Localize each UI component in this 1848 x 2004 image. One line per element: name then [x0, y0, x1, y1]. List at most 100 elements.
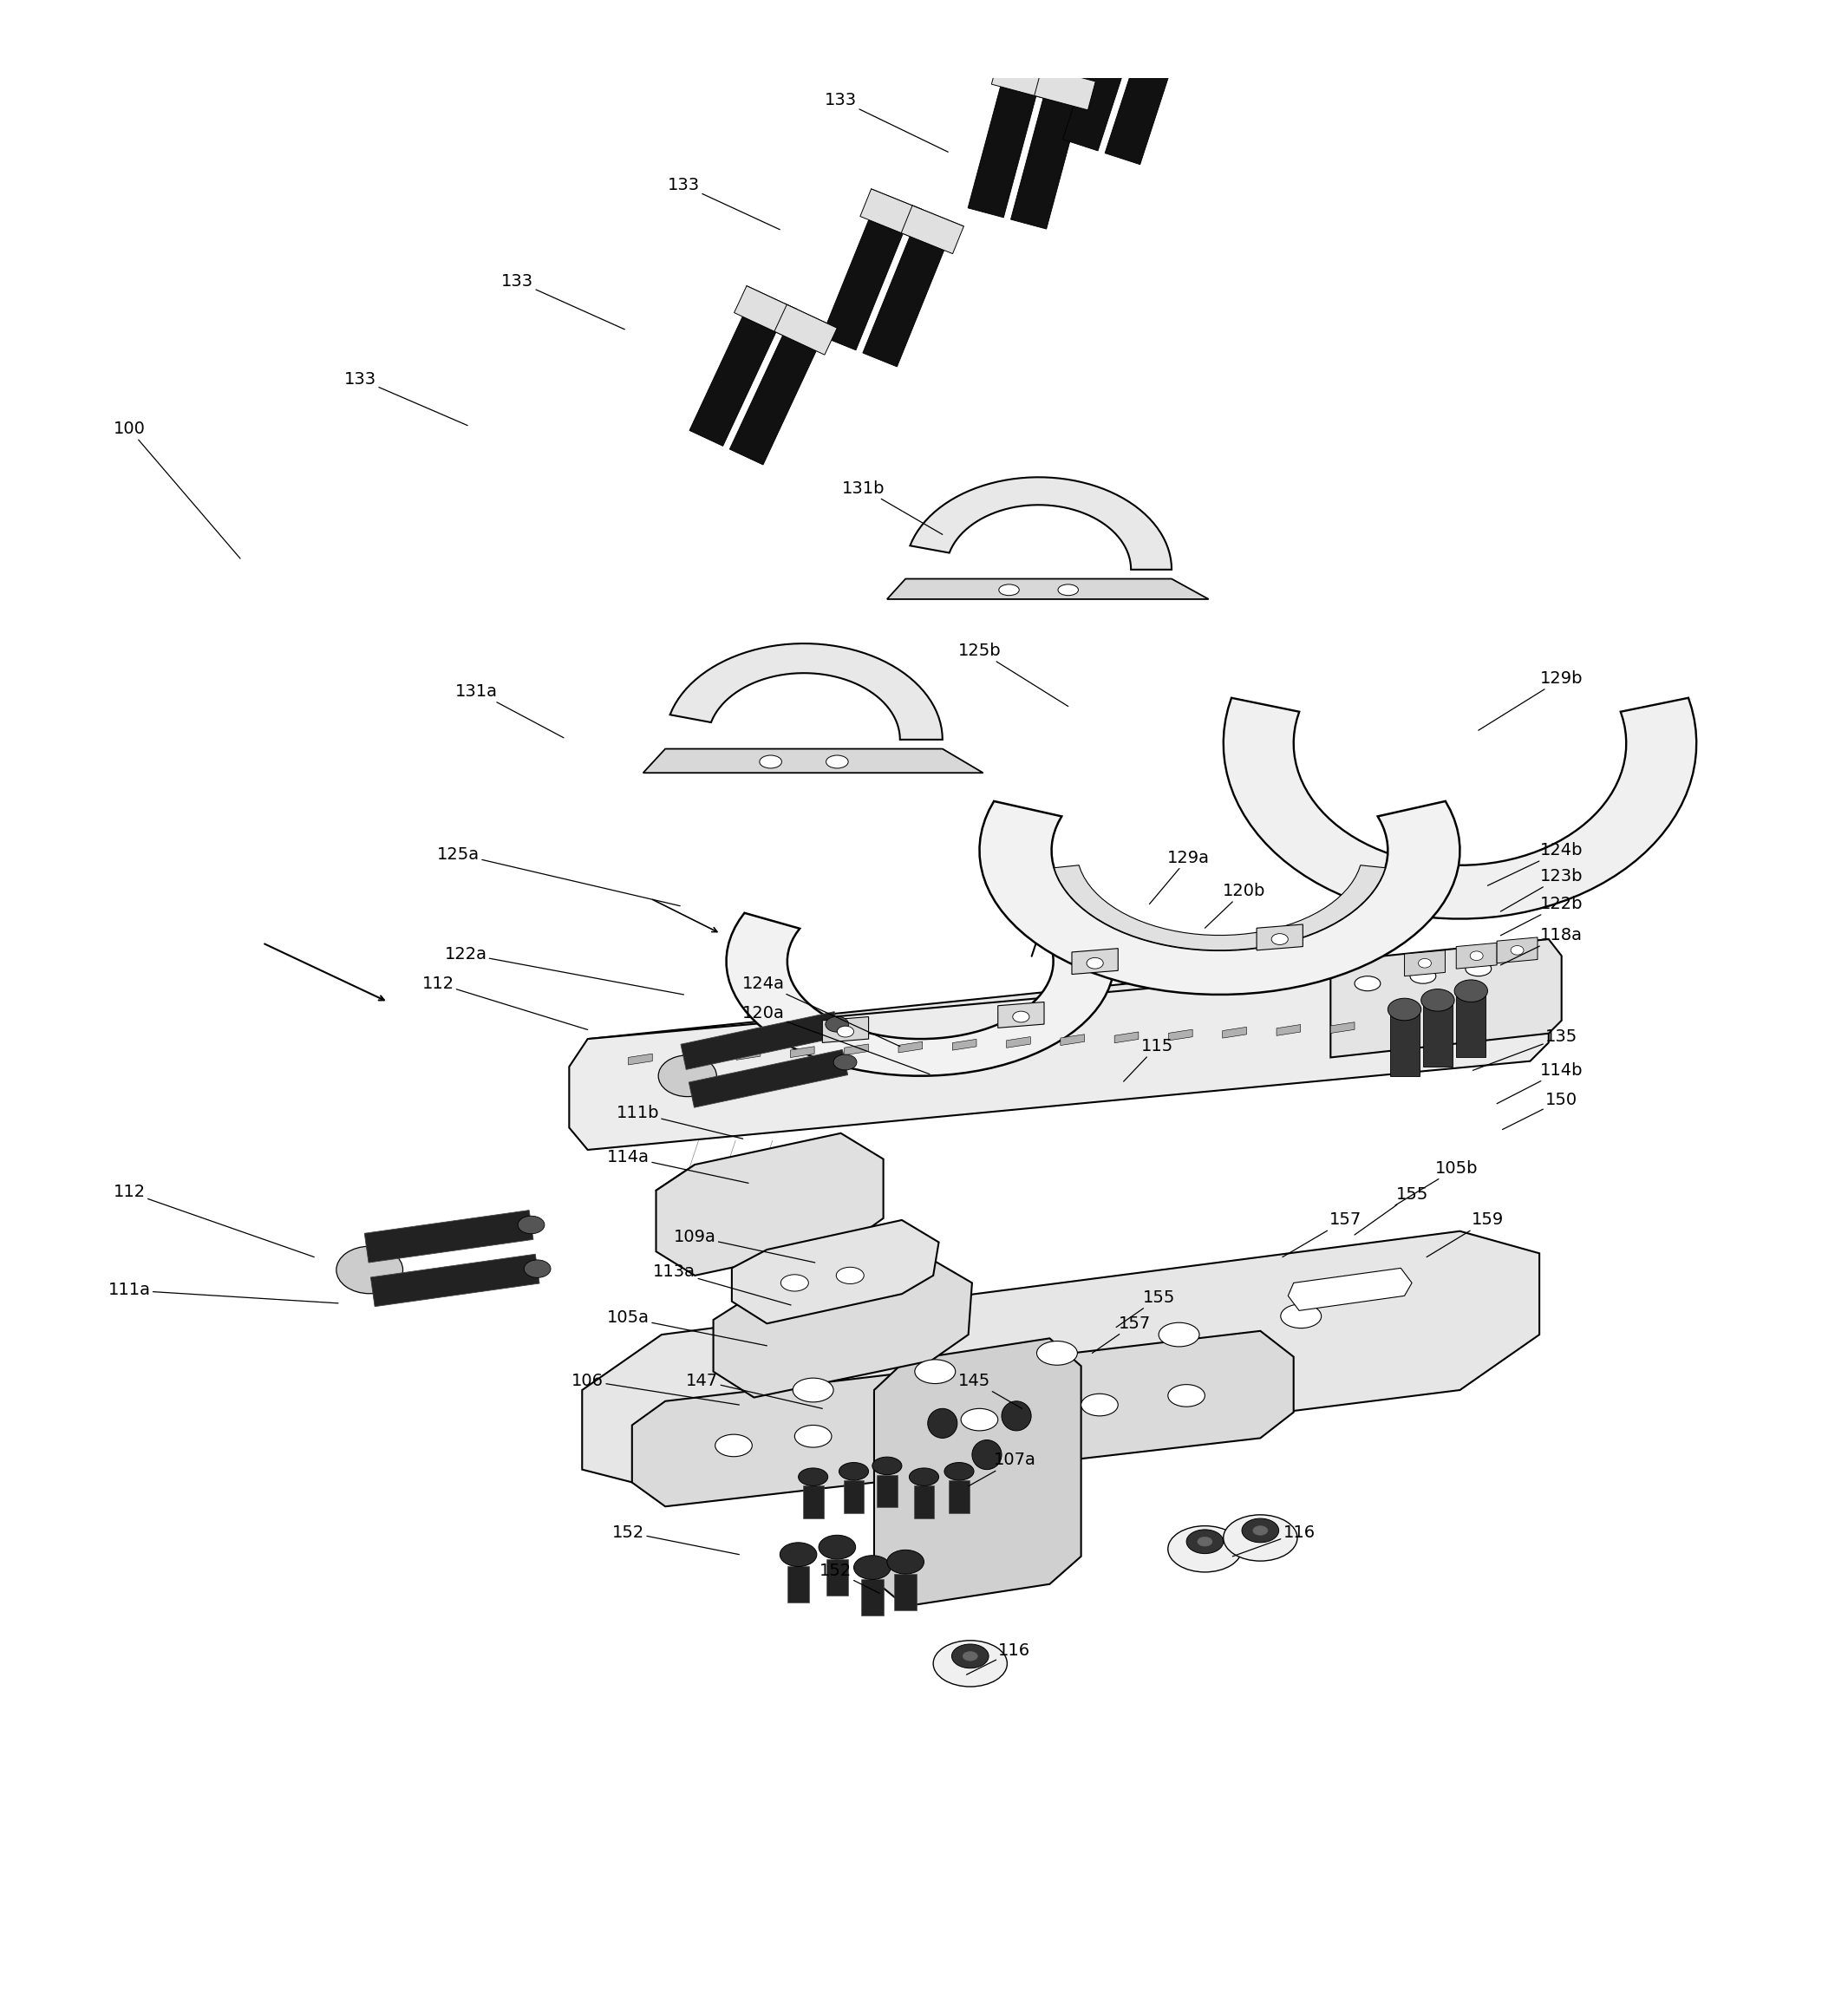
Ellipse shape	[1253, 1525, 1268, 1535]
Text: 129a: 129a	[1149, 850, 1209, 904]
Text: 114b: 114b	[1497, 1062, 1584, 1104]
Text: 129b: 129b	[1478, 671, 1584, 729]
Ellipse shape	[525, 1261, 551, 1279]
Polygon shape	[913, 1485, 935, 1519]
Polygon shape	[1223, 697, 1696, 918]
Polygon shape	[1497, 938, 1538, 964]
Ellipse shape	[793, 1379, 833, 1403]
Text: 122b: 122b	[1501, 896, 1584, 936]
Ellipse shape	[795, 1425, 832, 1447]
Ellipse shape	[1198, 1537, 1212, 1547]
Polygon shape	[822, 220, 904, 351]
Text: 116: 116	[1233, 1525, 1316, 1557]
Polygon shape	[732, 1220, 939, 1323]
Polygon shape	[894, 1573, 917, 1609]
Polygon shape	[1390, 1014, 1419, 1076]
Text: 100: 100	[113, 421, 240, 559]
Ellipse shape	[1355, 976, 1380, 990]
Text: 135: 135	[1473, 1028, 1578, 1070]
Ellipse shape	[837, 1026, 854, 1038]
Polygon shape	[1072, 948, 1118, 974]
Polygon shape	[680, 1012, 839, 1070]
Text: 145: 145	[957, 1373, 1022, 1409]
Ellipse shape	[1002, 1401, 1031, 1431]
Ellipse shape	[833, 1054, 857, 1070]
Polygon shape	[909, 477, 1172, 569]
Polygon shape	[802, 1485, 824, 1519]
Text: 124b: 124b	[1488, 842, 1584, 886]
Ellipse shape	[963, 1651, 978, 1661]
Polygon shape	[682, 1052, 706, 1062]
Text: 113a: 113a	[654, 1265, 791, 1305]
Polygon shape	[952, 1040, 976, 1050]
Polygon shape	[671, 643, 942, 739]
Text: 120b: 120b	[1205, 884, 1266, 928]
Ellipse shape	[944, 1463, 974, 1481]
Ellipse shape	[1465, 962, 1491, 976]
Polygon shape	[1135, 2, 1198, 48]
Polygon shape	[774, 305, 837, 355]
Polygon shape	[874, 1339, 1081, 1607]
Polygon shape	[859, 188, 922, 236]
Polygon shape	[364, 1210, 534, 1263]
Ellipse shape	[1454, 980, 1488, 1002]
Polygon shape	[822, 1016, 869, 1042]
Text: 133: 133	[344, 371, 468, 425]
Polygon shape	[1257, 924, 1303, 950]
Polygon shape	[1007, 1036, 1031, 1048]
Text: 159: 159	[1427, 1212, 1504, 1257]
Ellipse shape	[1471, 952, 1482, 960]
Text: 114a: 114a	[608, 1148, 748, 1182]
Ellipse shape	[972, 1441, 1002, 1469]
Ellipse shape	[1081, 1393, 1118, 1417]
Polygon shape	[1092, 0, 1155, 34]
Ellipse shape	[798, 1469, 828, 1485]
Ellipse shape	[1223, 1515, 1297, 1561]
Text: 111a: 111a	[109, 1283, 338, 1303]
Text: 133: 133	[824, 92, 948, 152]
Polygon shape	[726, 914, 1114, 1076]
Ellipse shape	[1087, 958, 1103, 968]
Text: 133: 133	[667, 176, 780, 230]
Text: 155: 155	[1355, 1186, 1429, 1234]
Text: 112: 112	[421, 976, 588, 1030]
Polygon shape	[713, 1257, 972, 1397]
Ellipse shape	[1159, 1323, 1199, 1347]
Polygon shape	[371, 1255, 540, 1307]
Ellipse shape	[819, 1535, 856, 1559]
Polygon shape	[1114, 1032, 1138, 1042]
Text: 115: 115	[1124, 1038, 1173, 1082]
Ellipse shape	[826, 1016, 848, 1032]
Polygon shape	[569, 954, 1549, 1150]
Polygon shape	[1331, 1022, 1355, 1034]
Ellipse shape	[1013, 1012, 1029, 1022]
Polygon shape	[1277, 1024, 1301, 1036]
Text: 150: 150	[1502, 1092, 1578, 1130]
Ellipse shape	[915, 1359, 955, 1383]
Ellipse shape	[933, 1641, 1007, 1687]
Polygon shape	[863, 236, 944, 367]
Ellipse shape	[1037, 1341, 1077, 1365]
Polygon shape	[1456, 942, 1497, 968]
Text: 147: 147	[686, 1373, 822, 1409]
Polygon shape	[948, 1481, 970, 1513]
Ellipse shape	[1271, 934, 1288, 944]
Ellipse shape	[839, 1463, 869, 1481]
Text: 120a: 120a	[743, 1004, 930, 1074]
Ellipse shape	[780, 1543, 817, 1567]
Polygon shape	[1456, 994, 1486, 1058]
Polygon shape	[1053, 866, 1386, 950]
Ellipse shape	[887, 1549, 924, 1573]
Ellipse shape	[1417, 958, 1430, 968]
Polygon shape	[861, 1579, 883, 1615]
Polygon shape	[1404, 950, 1445, 976]
Text: 124a: 124a	[743, 976, 900, 1046]
Text: 157: 157	[1283, 1212, 1362, 1257]
Text: 105a: 105a	[608, 1311, 767, 1347]
Ellipse shape	[854, 1555, 891, 1579]
Ellipse shape	[1281, 1305, 1321, 1329]
Text: 152: 152	[612, 1525, 739, 1555]
Ellipse shape	[1057, 585, 1079, 595]
Text: 123b: 123b	[1501, 868, 1584, 912]
Polygon shape	[689, 317, 776, 447]
